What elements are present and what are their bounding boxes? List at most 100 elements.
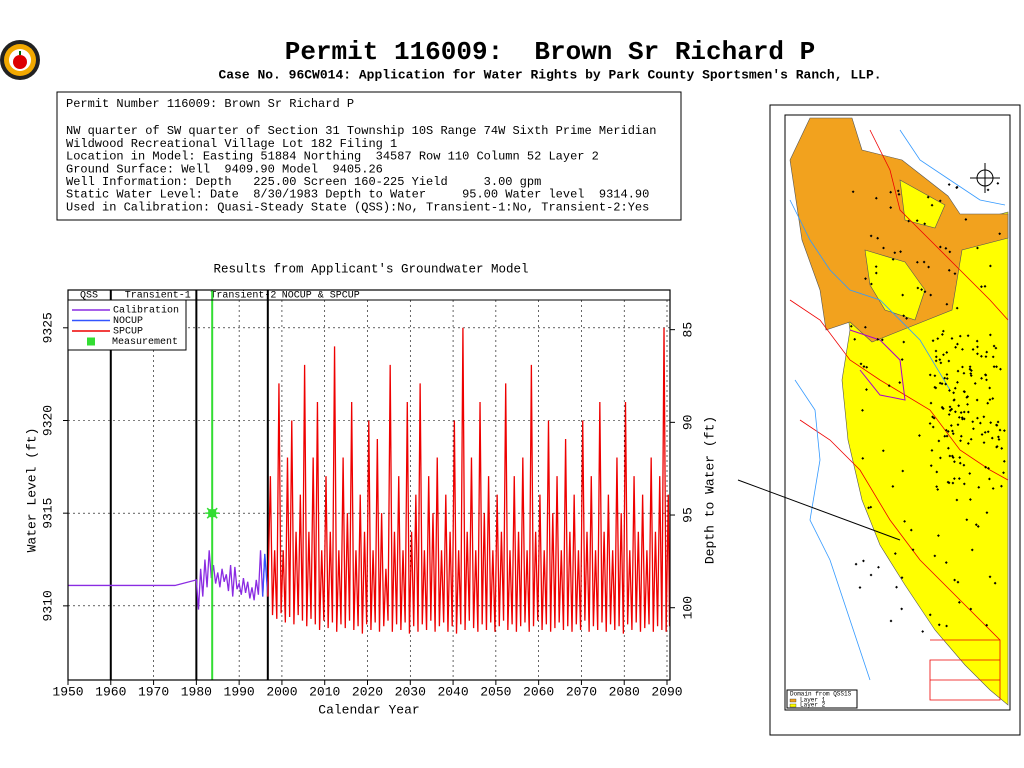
- map-well: [996, 181, 1000, 185]
- map-well: [968, 367, 972, 371]
- map-well: [948, 250, 952, 254]
- chart: Results from Applicant's Groundwater Mod…: [24, 262, 717, 717]
- map-well: [933, 385, 937, 389]
- map-well: [945, 377, 949, 380]
- map-well: [966, 395, 970, 399]
- map-well: [921, 630, 925, 633]
- x-tick-label: 2060: [523, 684, 554, 699]
- map-well: [960, 416, 964, 420]
- map-well: [938, 456, 942, 460]
- info-line: Static Water Level: Date 8/30/1983 Depth…: [66, 188, 649, 202]
- y-tick-label: 9320: [40, 405, 55, 436]
- map-well: [905, 317, 909, 320]
- map-well: [944, 382, 948, 386]
- map-well: [937, 534, 940, 538]
- info-line: Location in Model: Easting 51884 Northin…: [66, 150, 599, 164]
- map-well: [983, 430, 987, 434]
- map-well: [980, 376, 983, 380]
- map-well: [858, 586, 862, 589]
- map-well: [975, 339, 979, 343]
- map-well: [945, 434, 949, 438]
- map-well: [950, 337, 954, 340]
- map-well: [893, 251, 897, 255]
- map-well: [865, 388, 868, 392]
- map-well: [986, 401, 990, 405]
- y-tick-label: 9315: [40, 498, 55, 529]
- logo: [0, 40, 40, 80]
- map-well: [900, 576, 904, 580]
- map-well: [966, 402, 969, 406]
- map-well: [874, 265, 878, 269]
- map-well: [876, 337, 880, 341]
- map-well: [956, 342, 959, 346]
- map-well: [982, 415, 986, 419]
- map-well: [865, 365, 869, 369]
- map-river: [794, 379, 871, 681]
- map-well: [976, 352, 979, 356]
- map-well: [928, 422, 932, 425]
- x-tick-label: 1980: [181, 684, 212, 699]
- map-well: [947, 359, 951, 363]
- map-well: [985, 350, 989, 354]
- y2-tick-label: 95: [680, 507, 695, 523]
- map-river: [899, 129, 1006, 206]
- map-well: [943, 434, 947, 438]
- info-line: Wildwood Recreational Village Lot 182 Fi…: [66, 137, 397, 151]
- map-well: [869, 505, 873, 509]
- map-well: [955, 306, 959, 310]
- map-well: [962, 371, 966, 375]
- map-well: [896, 189, 900, 193]
- map-road: [869, 129, 1009, 321]
- map-well: [934, 355, 938, 359]
- legend-label: SPCUP: [113, 327, 143, 338]
- map-well: [869, 234, 873, 238]
- map-well: [901, 293, 905, 297]
- map-well: [988, 333, 992, 337]
- map-well: [952, 398, 956, 402]
- period-label: QSS: [80, 291, 98, 302]
- info-line: Well Information: Depth 225.00 Screen 16…: [66, 175, 541, 189]
- map-well: [971, 420, 975, 424]
- map-well: [982, 441, 986, 445]
- map-well: [854, 562, 858, 566]
- map-well: [959, 439, 962, 443]
- map-well: [934, 359, 938, 363]
- map-well: [957, 415, 961, 419]
- map-legend-box: [786, 689, 858, 709]
- map-well: [952, 477, 956, 481]
- map-well: [953, 578, 957, 582]
- map-well: [928, 373, 932, 377]
- map-well: [976, 525, 980, 528]
- info-lines: Permit Number 116009: Brown Sr Richard P…: [66, 97, 657, 214]
- map-well: [1000, 484, 1003, 488]
- map-well: [853, 337, 857, 341]
- map-well: [980, 285, 983, 289]
- map-well: [939, 361, 943, 365]
- map-well: [928, 613, 932, 617]
- map-well: [1000, 446, 1004, 450]
- map-well: [988, 575, 992, 579]
- map-well: [907, 219, 911, 223]
- map-well: [862, 365, 866, 368]
- logo-stem: [19, 51, 21, 55]
- map-river: [789, 199, 951, 391]
- map-well: [935, 470, 939, 474]
- map-well: [997, 438, 1001, 441]
- y2-tick-label: 85: [680, 322, 695, 338]
- map-well: [943, 376, 947, 380]
- map-well: [945, 351, 949, 354]
- map-well: [851, 190, 855, 194]
- map-well: [930, 203, 934, 207]
- map-well: [962, 410, 966, 414]
- map-well: [956, 423, 960, 427]
- map-well: [954, 345, 958, 349]
- map-well: [940, 333, 944, 336]
- map-well: [936, 337, 940, 341]
- map-well: [862, 559, 865, 563]
- map-well: [916, 286, 920, 290]
- map-well: [869, 573, 873, 577]
- map-well: [992, 365, 996, 369]
- map-well: [969, 607, 973, 611]
- legend-marker: [87, 337, 95, 346]
- map-well: [887, 384, 891, 388]
